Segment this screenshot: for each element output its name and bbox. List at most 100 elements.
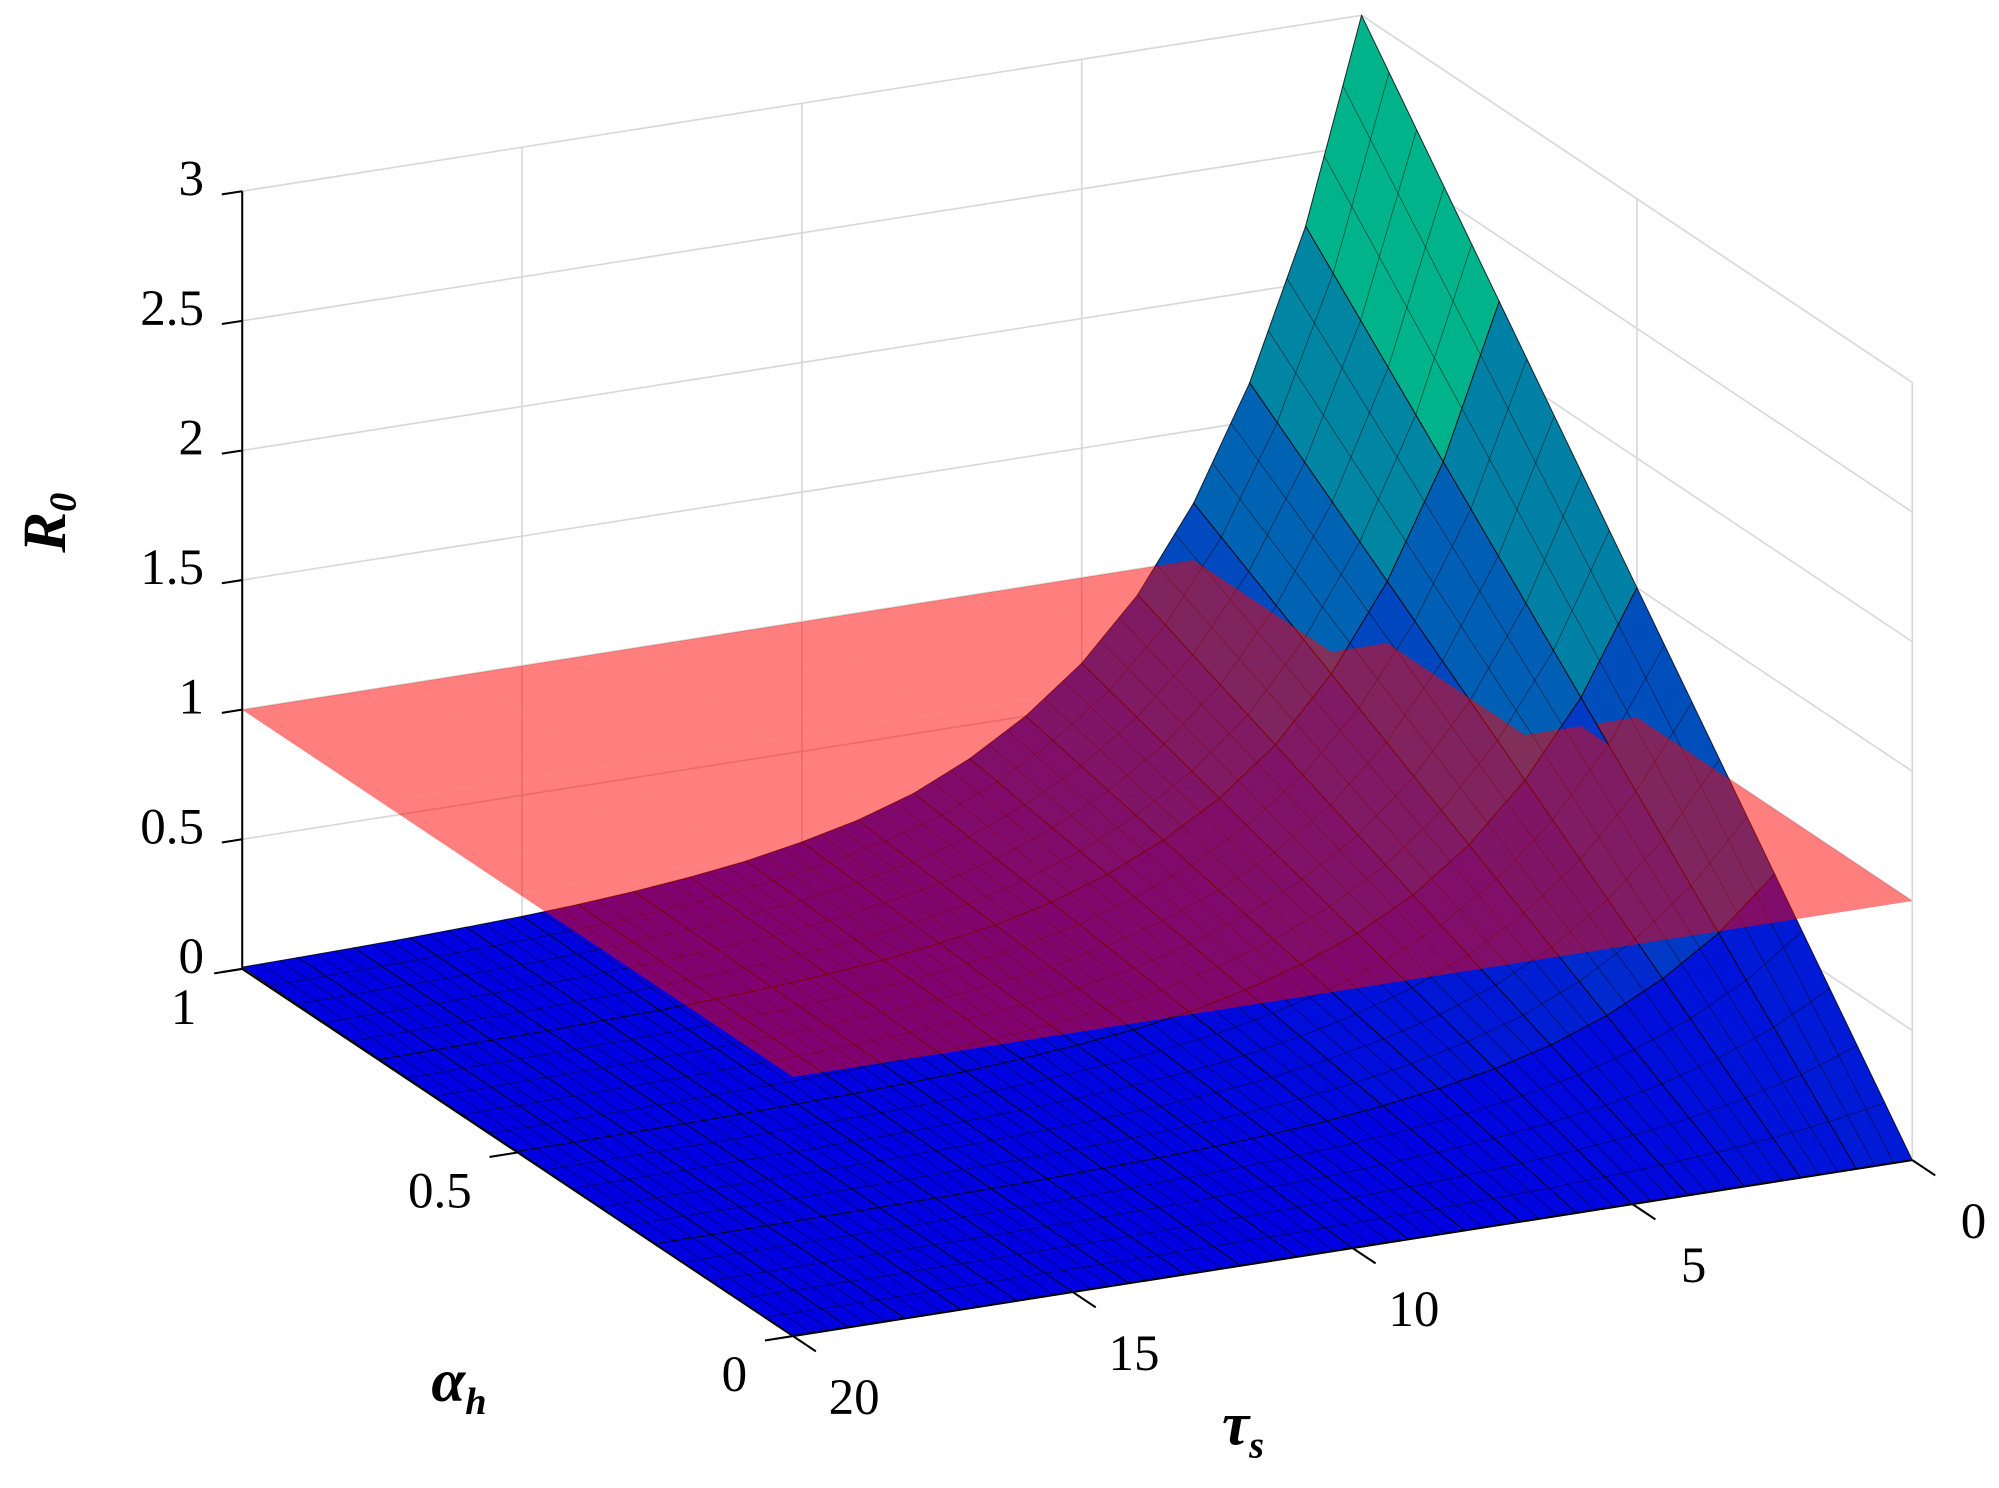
mesh-line — [1523, 981, 1580, 1016]
mesh-line — [1039, 1054, 1178, 1155]
mesh-line — [1230, 422, 1369, 613]
mesh-line — [1104, 1050, 1161, 1066]
plane-patch — [969, 586, 1164, 688]
mesh-line — [740, 1150, 797, 1162]
mesh-line — [1381, 1208, 1438, 1219]
mesh-line — [991, 1129, 1049, 1141]
mesh-line — [546, 1067, 603, 1078]
z-tick-label: 2 — [178, 411, 204, 467]
z-axis-label-base: R — [11, 512, 79, 554]
mesh-line — [566, 1026, 705, 1121]
plane-patch — [715, 739, 910, 841]
plane-patch — [1301, 761, 1495, 862]
mesh-line — [1076, 1085, 1133, 1099]
mesh-line — [936, 1090, 993, 1103]
z-tick-label: 2.5 — [140, 281, 204, 337]
plane-patch — [659, 748, 854, 850]
mesh-line — [796, 1141, 853, 1152]
mesh-line — [765, 1308, 822, 1318]
mesh-line — [1047, 1117, 1104, 1131]
plane-patch — [1025, 577, 1220, 679]
plane-patch — [354, 683, 548, 784]
mesh-line — [1299, 1082, 1356, 1100]
mesh-line — [1745, 930, 1803, 981]
surface-cell — [1381, 1088, 1578, 1223]
y-tick-label: 0 — [722, 1347, 748, 1403]
mesh-line — [1213, 1186, 1271, 1198]
mesh-line — [1151, 1023, 1290, 1131]
mesh-line — [1414, 508, 1472, 622]
mesh-line — [1411, 1041, 1468, 1065]
mesh-line — [1212, 462, 1351, 644]
mesh-line — [1267, 330, 1407, 542]
mesh-line — [630, 1076, 687, 1087]
mesh-line — [428, 933, 567, 1028]
plane-patch — [991, 923, 1185, 1025]
mesh-line — [759, 1110, 899, 1205]
mesh-line — [1220, 422, 1278, 538]
mesh-line — [1303, 541, 1361, 640]
surface-cell — [296, 947, 494, 1051]
mesh-line — [961, 1254, 1018, 1264]
plane-patch — [466, 665, 660, 767]
mesh-line — [1140, 1161, 1279, 1261]
mesh-line — [1101, 1254, 1158, 1265]
mesh-line — [1263, 981, 1402, 1101]
mesh-line — [890, 1086, 1029, 1183]
mesh-line — [1699, 948, 1839, 1173]
mesh-line — [1002, 1062, 1141, 1162]
y-axis-label-sub: h — [465, 1381, 486, 1423]
mesh-line — [1103, 1105, 1160, 1119]
z-tick — [221, 838, 243, 844]
mesh-line — [684, 1160, 741, 1171]
mesh-line — [436, 993, 493, 1004]
mesh-line — [437, 945, 494, 957]
mesh-line — [1690, 980, 1747, 1019]
plane-patch — [242, 700, 436, 802]
mesh-line — [1102, 1206, 1159, 1218]
mesh-line — [492, 982, 549, 994]
mesh-line — [490, 1077, 547, 1088]
plane-patch — [827, 722, 1022, 823]
mesh-line — [1736, 913, 1876, 1167]
surface-cell — [1101, 1157, 1298, 1267]
plane-patch — [771, 731, 966, 832]
mesh-line — [503, 919, 642, 1014]
mesh-line — [673, 1240, 812, 1334]
mesh-line — [1467, 1014, 1524, 1043]
mesh-line — [1131, 1125, 1188, 1139]
mesh-line — [1252, 1138, 1391, 1243]
mesh-line — [574, 1086, 631, 1097]
mesh-line — [934, 1235, 991, 1246]
plane-patch — [1662, 817, 1857, 919]
x-tick — [1631, 1203, 1656, 1221]
mesh-line — [692, 1237, 831, 1331]
plane-patch — [1163, 669, 1358, 771]
plane-patch — [965, 814, 1159, 915]
mesh-line — [729, 1231, 868, 1325]
plane-patch — [298, 692, 492, 793]
mesh-line — [880, 1101, 937, 1114]
mesh-line — [1755, 893, 1894, 1164]
mesh-line — [1424, 501, 1563, 726]
mesh-line — [1121, 1164, 1260, 1264]
mesh-line — [325, 965, 382, 977]
mesh-line — [1492, 1187, 1550, 1199]
plane-patch — [1438, 853, 1633, 954]
mesh-line — [1525, 473, 1583, 604]
z-tick — [221, 708, 243, 714]
mesh-line — [572, 1178, 629, 1189]
mesh-line — [493, 934, 550, 947]
mesh-line — [1801, 1045, 1858, 1076]
mesh-line — [906, 1216, 963, 1227]
mesh-line — [1633, 1117, 1690, 1136]
z-tick-label: 3 — [178, 151, 204, 207]
mesh-line — [408, 1021, 465, 1032]
mesh-line — [1248, 462, 1306, 572]
mesh-line — [417, 1052, 556, 1146]
mesh-line — [1661, 1058, 1718, 1085]
plane-patch — [913, 595, 1108, 696]
mesh-line — [964, 1109, 1021, 1122]
mesh-line — [518, 1095, 575, 1106]
